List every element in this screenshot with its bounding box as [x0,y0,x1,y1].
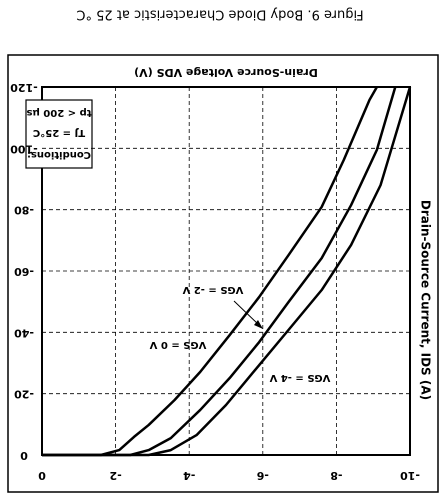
chart-title: Figure 9. Body Diode Characteristic at 2… [76,7,363,22]
x-tick-label: -6 [256,469,269,482]
x-tick-label: -2 [109,469,121,482]
conditions-line: tp < 200 µs [26,107,91,118]
conditions-title: Conditions: [27,149,91,160]
series-label: VGS = -4 V [269,372,330,383]
y-tick-label: -40 [14,326,34,339]
y-tick-label: -80 [14,204,34,217]
outer-frame [7,54,439,493]
series-label: VGS = 0 V [149,339,206,350]
arrow-head [254,320,263,329]
x-tick-label: -8 [330,469,342,482]
conditions-line: TJ = 25°C [33,127,85,138]
y-axis-label: Drain-Source Current, IDS (A) [419,200,433,400]
curve [42,86,397,457]
x-tick-label: 0 [38,469,46,482]
y-tick-label: -60 [14,265,34,278]
y-tick-label: -20 [14,388,34,401]
conditions-box [25,99,93,169]
series-label: VGS = -2 V [182,284,243,295]
y-tick-label: 0 [20,449,28,462]
y-tick-label: -120 [10,81,38,94]
curve [42,86,378,457]
curve [42,86,412,457]
x-axis-label: Drain-Source Voltage VDS (V) [134,66,318,79]
x-tick-label: -4 [183,469,196,482]
x-tick-label: -10 [400,469,420,482]
y-tick-label: -100 [10,142,38,155]
